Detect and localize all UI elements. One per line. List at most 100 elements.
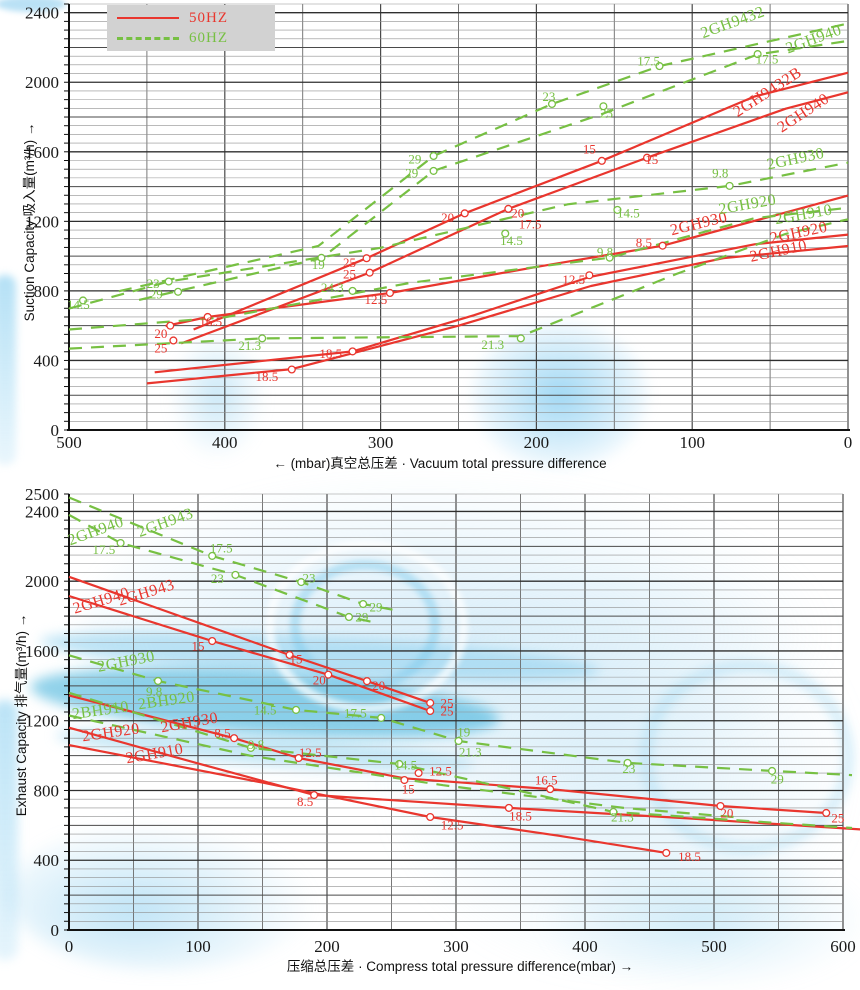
x-tick-label: 400: [212, 433, 238, 452]
power-marker: [426, 706, 435, 716]
power-marker: [547, 99, 557, 109]
power-value-label: 29: [771, 772, 784, 787]
power-marker: [164, 277, 173, 286]
power-value-label: 17.5: [344, 705, 367, 720]
y-tick-label: 800: [34, 282, 60, 301]
y-tick-label: 400: [34, 851, 60, 870]
curve-2GH940-50hz: [68, 594, 431, 713]
power-marker: [385, 288, 394, 298]
power-marker: [501, 229, 510, 238]
power-marker: [203, 312, 212, 322]
power-value-label: 29: [408, 151, 421, 166]
power-value-label: 23: [622, 761, 635, 776]
power-value-label: 29: [370, 599, 383, 614]
power-marker: [230, 734, 239, 743]
power-value-label: 15: [402, 781, 415, 796]
power-marker: [287, 365, 296, 374]
y-tick-label: 0: [51, 421, 60, 440]
power-value-label: 16.5: [199, 314, 222, 329]
power-value-label: 25: [154, 341, 167, 356]
y-tick-label: 2500: [25, 485, 59, 504]
power-marker: [460, 209, 469, 218]
power-value-label: 29: [355, 609, 368, 624]
power-value-label: 23: [600, 106, 613, 121]
y-tick-label: 400: [34, 351, 60, 370]
power-marker: [725, 181, 734, 190]
power-marker: [78, 296, 88, 305]
power-value-label: 29: [405, 166, 418, 181]
x-tick-label: 400: [572, 937, 598, 956]
x-tick-label: 200: [314, 937, 340, 956]
power-value-label: 29: [150, 286, 163, 301]
power-marker: [344, 612, 353, 622]
power-marker: [426, 698, 435, 707]
power-marker: [208, 551, 217, 560]
power-marker: [426, 812, 435, 822]
x-tick-label: 500: [701, 937, 727, 956]
power-marker: [414, 768, 423, 778]
legend-label: 60HZ: [189, 29, 228, 46]
y-tick-label: 1200: [25, 712, 59, 731]
power-value-label: 14.5: [617, 205, 640, 220]
curve-2GH930-60hz: [68, 654, 853, 777]
power-value-label: 23: [302, 570, 315, 585]
y-tick-label: 2400: [25, 4, 59, 23]
curves: [68, 496, 860, 854]
power-marker: [429, 166, 438, 175]
power-value-label: 21.3: [481, 337, 504, 352]
power-value-label: 23: [147, 276, 160, 291]
power-value-label: 14.5: [67, 297, 90, 312]
power-value-label: 15: [645, 152, 658, 167]
power-marker: [297, 578, 306, 587]
legend-item-60hz: 60HZ: [117, 30, 265, 46]
power-value-label: 23: [211, 571, 224, 586]
curve-2GH910-60hz: [68, 218, 849, 350]
power-value-label: 18.5: [678, 849, 701, 864]
power-marker: [753, 50, 762, 59]
model-label-2gh940-60hz: 2GH940: [784, 21, 844, 57]
power-value-label: 9.8: [597, 244, 613, 259]
power-value-label: 9.8: [712, 166, 728, 181]
power-marker: [597, 156, 606, 165]
power-value-label: 12.5: [299, 745, 322, 760]
curve-2GH910-60hz: [68, 714, 740, 819]
x-tick-label: 100: [679, 433, 705, 452]
power-value-label: 19: [457, 725, 470, 740]
power-value-label: 21.3: [459, 744, 482, 759]
power-value-label: 14.5: [254, 703, 277, 718]
model-label-2gh930-60hz: 2GH930: [96, 648, 156, 676]
power-marker: [258, 334, 267, 343]
power-marker: [400, 775, 409, 785]
curve-2GH910-50hz: [146, 244, 849, 385]
power-value-label: 17.5: [756, 52, 779, 67]
power-value-label: 12.5: [441, 818, 464, 833]
power-marker: [174, 287, 183, 296]
power-value-label: 25: [343, 255, 356, 270]
power-value-label: 14.5: [394, 758, 417, 773]
x-tick-label: 200: [524, 433, 550, 452]
curve-2GH9432-60hz: [118, 22, 849, 293]
power-marker: [662, 848, 671, 857]
power-marker: [246, 743, 255, 752]
power-marker: [658, 241, 667, 250]
power-marker: [585, 271, 594, 280]
power-marker: [208, 636, 217, 646]
power-value-label: 19: [312, 257, 325, 272]
power-value-label: 17.5: [637, 53, 660, 68]
legend-label: 50HZ: [189, 9, 228, 26]
vacuum-chart: 0 400 800 1200 1600 2000 2400 500 400 300 200 100 0 2…: [25, 3, 852, 452]
curve-2GH920-50hz: [68, 726, 860, 831]
power-value-label: 17.5: [210, 540, 233, 555]
power-marker: [716, 801, 725, 811]
power-value-label: 8.5: [214, 726, 230, 741]
model-label-2bh910-60hz: 2BH910: [71, 698, 130, 723]
x-tick-label: 100: [185, 937, 211, 956]
power-value-label: 20: [313, 672, 326, 687]
power-value-label: 20: [154, 326, 167, 341]
gridlines: [68, 493, 844, 931]
curve-2GH940-60hz: [138, 39, 849, 301]
power-marker: [767, 766, 777, 775]
x-tick-label: 600: [830, 937, 856, 956]
power-value-label: 20: [372, 678, 385, 693]
